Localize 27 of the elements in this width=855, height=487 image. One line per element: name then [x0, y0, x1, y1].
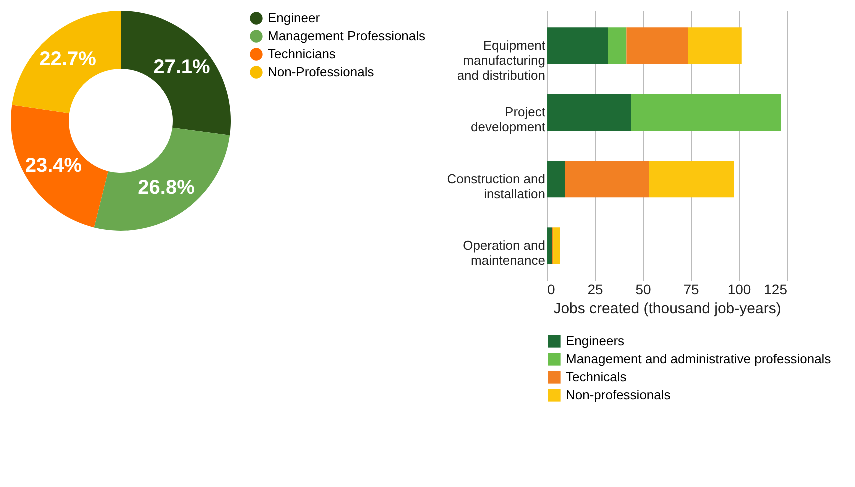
x-tick-label: 75 [684, 282, 700, 298]
legend-label: Engineer [268, 10, 321, 26]
legend-label: Non-Professionals [268, 64, 375, 80]
y-tick-label: Project development [471, 104, 546, 135]
data-label: 26.8% [138, 176, 196, 199]
donut-slice [94, 128, 230, 231]
data-label: 23.4% [25, 155, 82, 178]
donut-slice [11, 105, 108, 228]
y-tick-label: Equipment manufacturing and distribution [457, 38, 546, 83]
legend-label: Management and administrative professionals [566, 352, 832, 366]
x-tick-label: 0 [548, 282, 556, 298]
legend-label: Technicians [268, 46, 336, 62]
x-tick-label: 50 [636, 282, 652, 298]
data-label: 27.1% [154, 56, 210, 79]
x-axis-title: Jobs created (thousand job-years) [554, 300, 782, 318]
legend-label: Non-professionals [566, 388, 672, 402]
y-tick-label: Construction and installation [447, 171, 546, 202]
legend-label: Technicals [566, 370, 628, 384]
donut-slice [121, 11, 231, 136]
y-tick-label: Operation and maintenance [463, 238, 546, 268]
legend-label: Engineers [566, 334, 626, 348]
donut-slice [12, 11, 121, 114]
x-tick-label: 25 [588, 282, 604, 298]
x-tick-label: 125 [764, 282, 788, 298]
x-tick-label: 100 [728, 282, 752, 298]
legend-label: Management Professionals [268, 28, 426, 44]
data-label: 22.7% [40, 48, 97, 71]
